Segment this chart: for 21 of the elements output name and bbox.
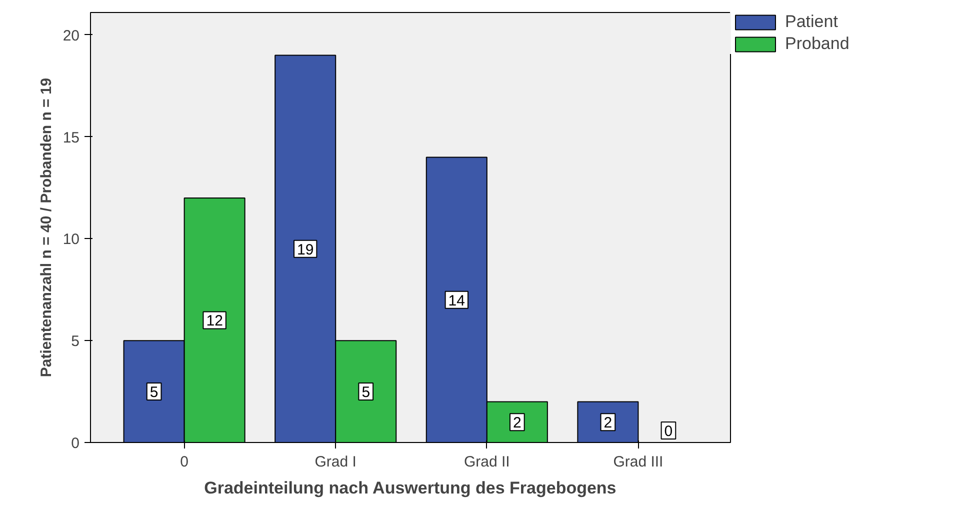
y-tick-label: 15 bbox=[62, 129, 80, 146]
data-label: 0 bbox=[664, 423, 673, 440]
x-tick-label: Grad III bbox=[613, 454, 664, 470]
data-label: 2 bbox=[512, 414, 522, 432]
y-tick-label: 0 bbox=[71, 435, 80, 452]
data-label: 5 bbox=[150, 384, 158, 402]
data-label: 2 bbox=[604, 414, 612, 432]
y-tick-label: 20 bbox=[62, 27, 80, 44]
data-label: 12 bbox=[206, 312, 223, 330]
data-label: 14 bbox=[448, 292, 465, 310]
data-label: 5 bbox=[362, 384, 370, 402]
x-axis-title: Gradeinteilung nach Auswertung des Fragebogens bbox=[204, 478, 616, 498]
data-label: 19 bbox=[297, 241, 314, 258]
y-axis-title: Patientenanzahl n = 40 / Probanden n = 19 bbox=[38, 78, 55, 378]
legend-label: Patient bbox=[785, 12, 838, 32]
x-tick-label: Grad I bbox=[314, 454, 356, 470]
x-tick-label: Grad II bbox=[464, 454, 510, 470]
x-tick-label: 0 bbox=[180, 454, 188, 470]
y-tick-label: 10 bbox=[62, 231, 80, 248]
legend-label: Proband bbox=[785, 34, 850, 54]
y-tick-label: 5 bbox=[71, 333, 80, 350]
